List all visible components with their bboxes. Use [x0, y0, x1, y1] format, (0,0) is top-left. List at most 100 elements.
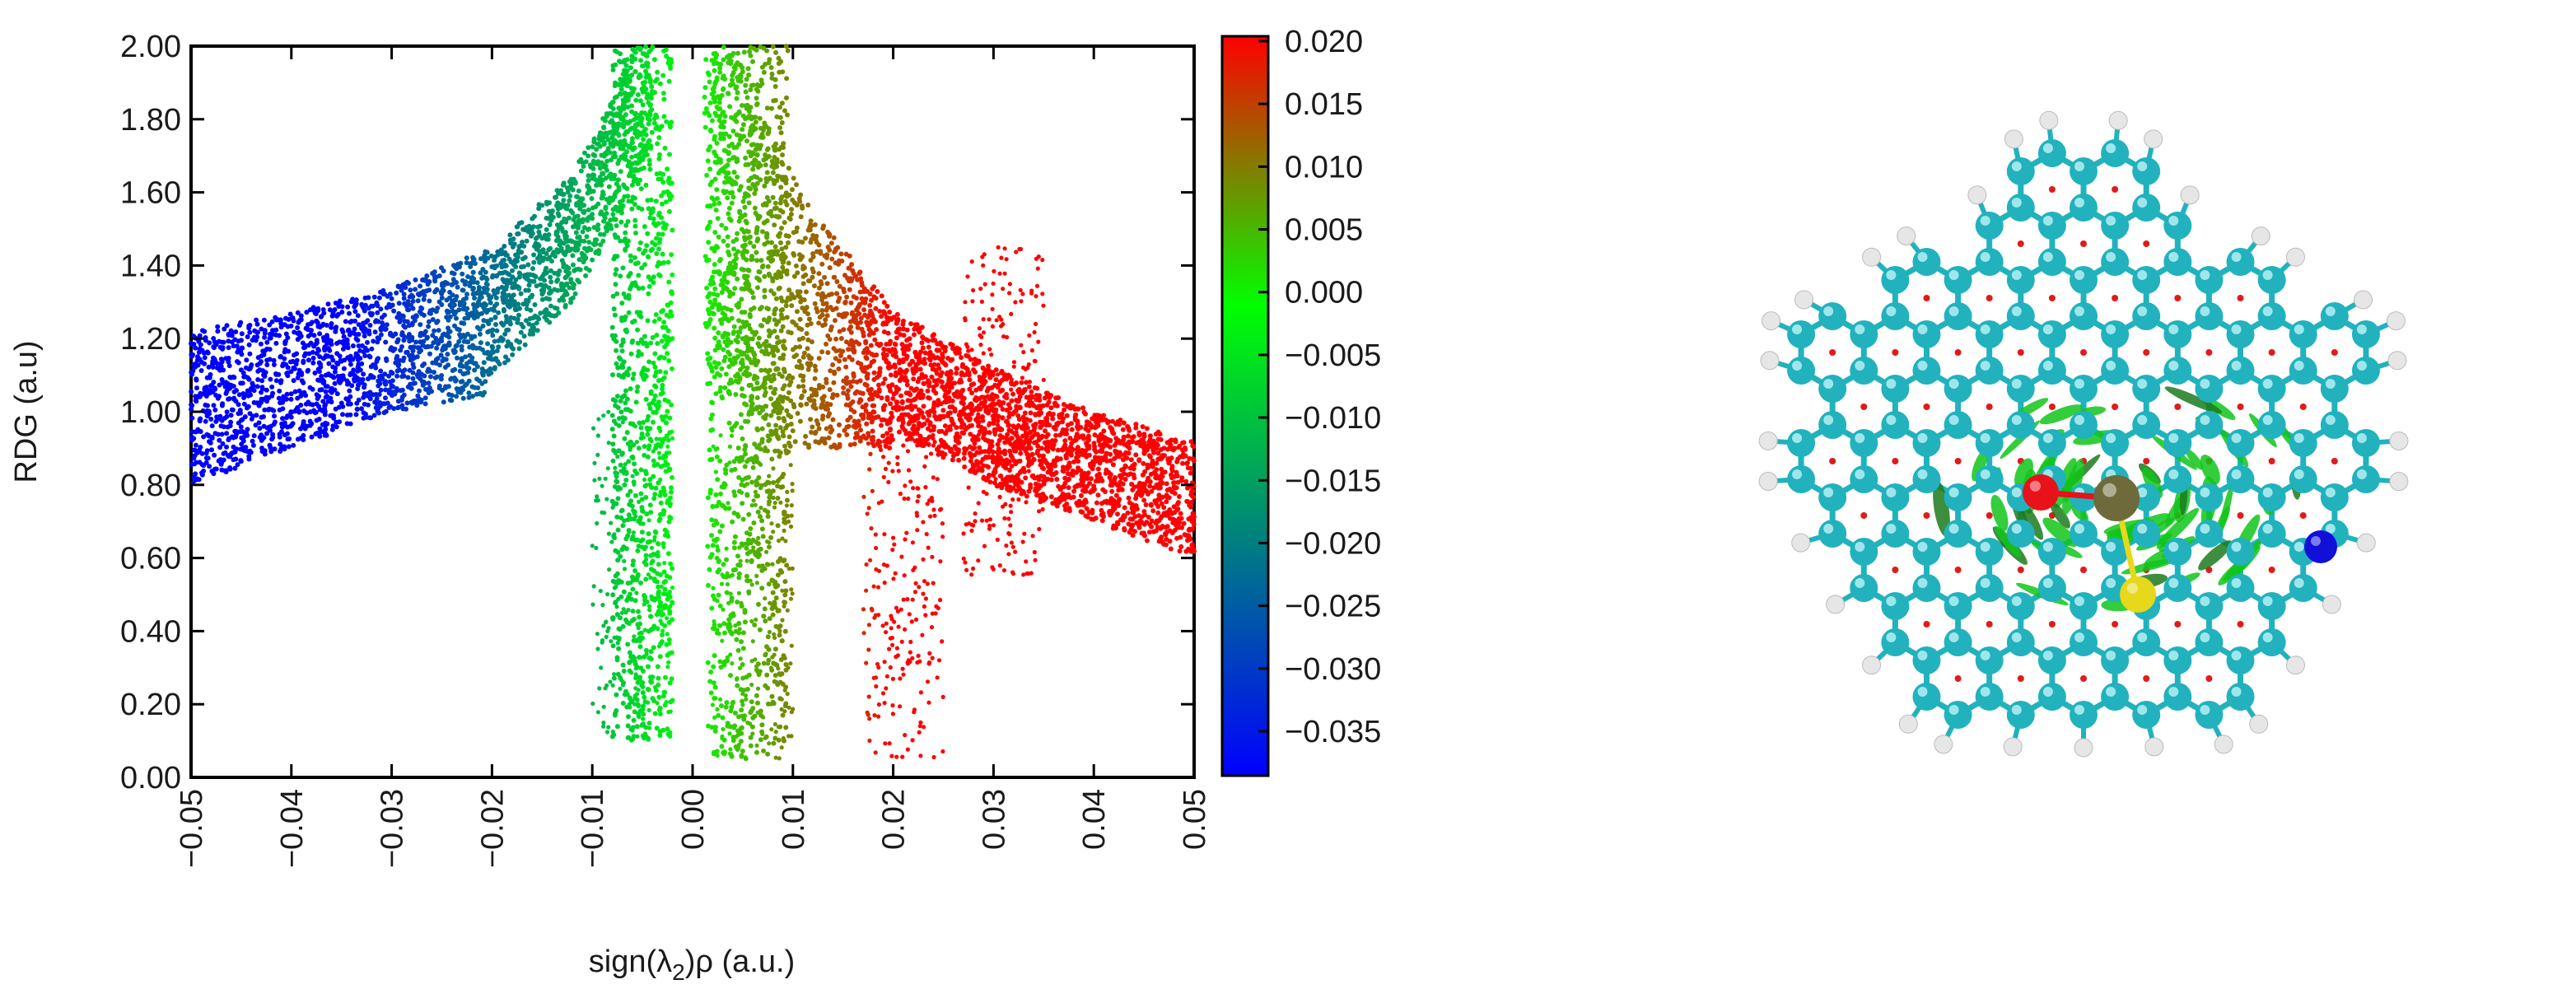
scatter-point: [460, 387, 466, 393]
scatter-point: [573, 230, 579, 236]
scatter-point: [355, 365, 361, 371]
scatter-point: [228, 419, 234, 425]
scatter-point: [395, 405, 401, 411]
scatter-point: [1029, 451, 1035, 457]
scatter-point: [581, 203, 587, 208]
scatter-point: [819, 261, 825, 267]
scatter-point: [520, 226, 526, 232]
scatter-point: [1126, 450, 1132, 456]
scatter-point: [1089, 476, 1094, 482]
scatter-point: [354, 400, 360, 406]
scatter-point: [296, 367, 302, 373]
scatter-point: [1178, 543, 1184, 549]
scatter-point: [740, 122, 746, 128]
scatter-point: [219, 432, 225, 437]
scatter-point: [378, 368, 384, 374]
scatter-point: [591, 161, 597, 166]
scatter-point: [523, 318, 529, 324]
scatter-point: [466, 311, 472, 317]
scatter-point: [224, 323, 230, 329]
scatter-point: [638, 58, 643, 63]
scatter-point: [779, 374, 785, 380]
scatter-point: [562, 252, 568, 258]
scatter-point: [301, 408, 306, 413]
scatter-point: [787, 217, 793, 222]
scatter-point: [604, 148, 610, 154]
scatter-point: [1136, 432, 1142, 438]
scatter-point: [851, 371, 856, 376]
scatter-point: [337, 298, 343, 304]
scatter-point: [591, 139, 597, 145]
scatter-point: [194, 385, 199, 391]
scatter-point: [323, 389, 329, 394]
scatter-point: [225, 381, 231, 386]
scatter-point: [829, 256, 835, 262]
scatter-point: [911, 376, 917, 382]
scatter-point: [228, 375, 234, 380]
scatter-point: [1191, 514, 1197, 520]
scatter-point: [372, 362, 378, 368]
scatter-point: [277, 407, 282, 413]
scatter-point: [264, 431, 269, 436]
scatter-point: [408, 399, 414, 405]
scatter-point: [586, 178, 591, 184]
scatter-point: [329, 399, 334, 405]
scatter-point: [848, 329, 854, 335]
scatter-point: [618, 86, 624, 92]
scatter-point: [871, 376, 877, 382]
scatter-point: [224, 431, 230, 436]
scatter-point: [395, 284, 401, 290]
scatter-point: [581, 245, 587, 251]
scatter-point: [904, 367, 909, 373]
scatter-point: [587, 189, 593, 194]
scatter-point: [229, 450, 235, 456]
scatter-point: [1062, 507, 1068, 512]
scatter-point: [446, 340, 452, 346]
scatter-point: [808, 417, 814, 422]
scatter-point: [842, 357, 847, 362]
scatter-point: [736, 142, 742, 147]
scatter-point: [238, 320, 244, 325]
scatter-point: [565, 185, 570, 191]
scatter-point: [981, 435, 986, 441]
scatter-point: [236, 402, 241, 408]
scatter-point: [262, 407, 268, 413]
scatter-point: [268, 449, 274, 455]
scatter-point: [502, 331, 508, 337]
scatter-point: [447, 397, 453, 403]
scatter-point: [1040, 403, 1046, 408]
scatter-point: [199, 450, 205, 456]
scatter-point: [562, 304, 568, 310]
scatter-point: [279, 429, 284, 435]
scatter-point: [226, 385, 232, 391]
scatter-point: [365, 339, 370, 345]
scatter-point: [353, 351, 359, 357]
scatter-point: [549, 259, 554, 264]
scatter-point: [971, 381, 977, 387]
scatter-point: [371, 375, 376, 380]
scatter-point: [472, 367, 478, 373]
scatter-point: [221, 450, 226, 456]
scatter-point: [288, 391, 294, 397]
scatter-point: [344, 338, 350, 343]
scatter-point: [560, 228, 566, 234]
scatter-point: [218, 423, 224, 429]
scatter-point: [884, 394, 890, 400]
scatter-point: [900, 321, 906, 327]
scatter-point: [334, 341, 340, 346]
scatter-point: [361, 394, 366, 400]
scatter-point: [1164, 499, 1169, 505]
scatter-point: [583, 265, 589, 271]
scatter-point: [450, 277, 456, 282]
scatter-point: [965, 370, 971, 376]
scatter-point: [857, 390, 863, 395]
scatter-point: [204, 432, 210, 437]
scatter-point: [496, 310, 502, 315]
scatter-point: [858, 398, 864, 404]
scatter-point: [604, 158, 610, 164]
scatter-point: [245, 375, 250, 380]
scatter-point: [936, 429, 942, 434]
scatter-point: [355, 357, 361, 362]
scatter-point: [217, 445, 223, 450]
scatter-point: [532, 302, 538, 307]
